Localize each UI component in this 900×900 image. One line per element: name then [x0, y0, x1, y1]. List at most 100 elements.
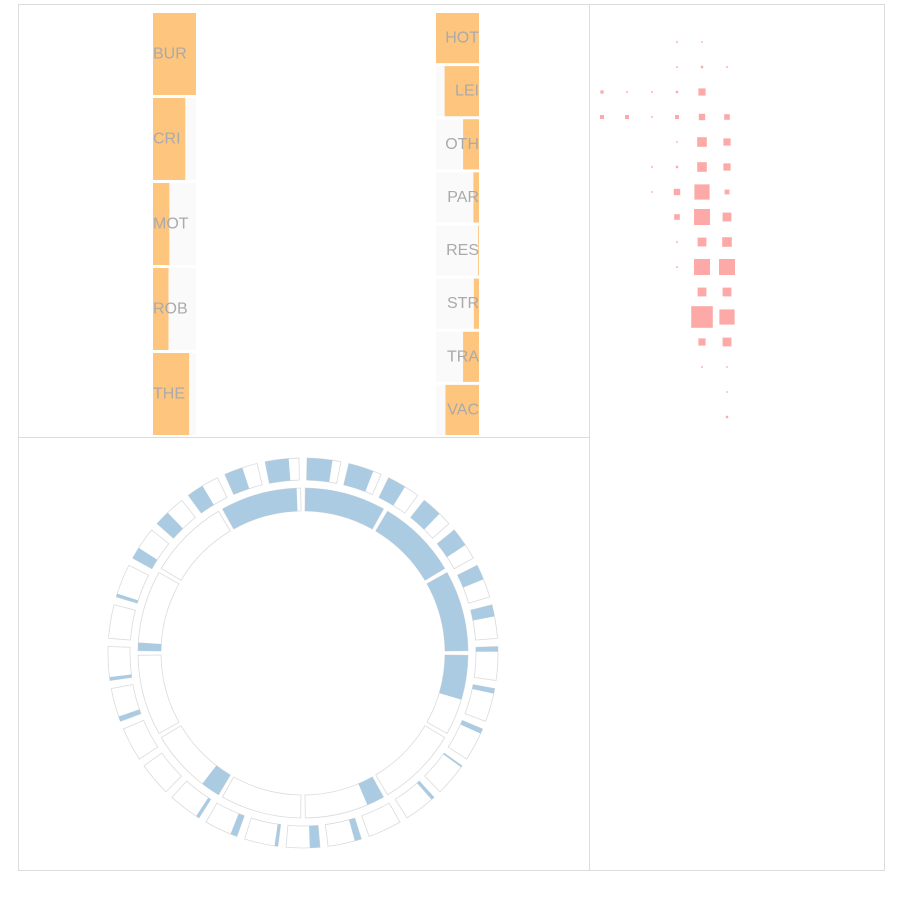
bar-oth	[463, 119, 479, 170]
ring-segment-outer	[118, 709, 141, 722]
bar-label: CRI	[153, 131, 181, 148]
bar-track	[436, 172, 479, 223]
bar-the	[153, 353, 190, 435]
heatmap-cell	[651, 191, 653, 193]
ring-segment-track	[221, 776, 302, 819]
ring-segment-track	[108, 604, 136, 641]
bar-label: BUR	[153, 46, 187, 63]
ring-segment-track	[143, 752, 182, 793]
ring-segment-track	[160, 510, 231, 581]
ring-segment-track	[473, 646, 499, 681]
heatmap-cell	[675, 90, 679, 94]
ring-segment-track	[375, 725, 446, 796]
ring-segment-inner	[222, 488, 298, 530]
bar-label: HOT	[445, 30, 479, 47]
ring-segment-inner	[375, 511, 445, 581]
ring-segment-outer	[157, 512, 183, 539]
ring-segment-outer	[188, 485, 214, 514]
heatmap-cell	[719, 259, 735, 275]
ring-segment-track	[115, 564, 150, 604]
heatmap-cell	[675, 165, 679, 169]
heatmap-cell	[722, 237, 732, 247]
heatmap-cell	[701, 41, 703, 43]
heatmap-cell	[694, 209, 710, 225]
ring-segment-outer	[348, 818, 362, 841]
ring-segment-outer	[470, 604, 495, 621]
bar-str	[473, 278, 479, 329]
ring-segment-inner	[426, 572, 468, 652]
ring-segment-outer	[457, 565, 484, 588]
radial-bar-chart-panel	[107, 457, 499, 849]
heatmap-cell	[673, 188, 681, 196]
ring-segment-outer	[410, 500, 440, 530]
heatmap-cell	[675, 115, 679, 119]
ring-segment-outer	[378, 477, 405, 506]
ring-segment-outer	[306, 458, 333, 482]
ring-segment-inner	[358, 776, 384, 805]
heatmap-cell	[698, 113, 706, 121]
ring-segment-outer	[475, 646, 498, 652]
ring-segment-outer	[417, 781, 435, 800]
bar-label: STR	[447, 295, 479, 312]
heatmap-cell	[697, 237, 707, 247]
ring-segment-outer	[460, 720, 483, 734]
ring-segment-track	[464, 684, 496, 722]
ring-segment-outer	[132, 547, 158, 569]
ring-segment-outer	[443, 753, 463, 768]
ring-segment-track	[244, 817, 282, 847]
bar-hot	[436, 13, 479, 64]
ring-segment-outer	[309, 825, 321, 848]
bar-label: VAC	[447, 401, 479, 418]
heatmap-cell	[626, 91, 628, 93]
heatmap-cell	[726, 66, 728, 68]
bar-label: THE	[153, 386, 185, 403]
bar-label: TRA	[447, 348, 479, 365]
ring-segment-outer	[343, 463, 374, 492]
bar-track	[436, 225, 479, 276]
heatmap-cell	[722, 212, 732, 222]
ring-segment-track	[424, 752, 463, 793]
bar-cri	[153, 98, 186, 180]
heatmap-cell	[697, 162, 707, 172]
heatmap-cell	[725, 415, 729, 419]
bar-rob	[153, 268, 169, 350]
heatmap-cell	[694, 259, 710, 275]
ring-segment-outer	[230, 813, 245, 837]
bar-vac	[445, 384, 479, 435]
bar-chart-panel: BUR CRI MOT ROB THE HOT LEI OTH PAR RES STR TRA VAC	[153, 13, 479, 435]
heatmap-cell	[625, 115, 629, 119]
heatmap-cell	[724, 189, 730, 195]
ring-segment-inner	[138, 642, 162, 652]
ring-segment-outer	[274, 824, 281, 847]
bar-label: LEI	[455, 83, 479, 100]
bar-track	[436, 278, 479, 329]
bar-label: PAR	[447, 189, 479, 206]
bar-label: MOT	[153, 216, 189, 233]
heatmap-cell	[676, 241, 678, 243]
ring-segment-outer	[265, 458, 291, 484]
heatmap-cell	[698, 338, 706, 346]
ring-segment-outer	[116, 593, 139, 604]
ring-segment-track	[171, 780, 212, 819]
heatmap-cell	[722, 337, 732, 347]
ring-segment-outer	[472, 684, 495, 694]
ring-segment-track	[107, 646, 133, 681]
heatmap-cell	[723, 163, 731, 171]
ring-segment-inner	[304, 488, 384, 530]
heatmap-cell	[676, 141, 678, 143]
ring-segment-inner	[202, 765, 231, 795]
heatmap-cell	[726, 366, 728, 368]
heatmap-cell	[600, 90, 604, 94]
ring-segment-track	[137, 571, 180, 652]
ring-segment-inner	[439, 654, 468, 700]
panel-border-bottom-left	[18, 437, 590, 871]
heatmap-cell	[722, 287, 732, 297]
panel-border-top-left	[18, 4, 590, 438]
ring-segment-outer	[437, 529, 466, 558]
heatmap-panel	[600, 41, 735, 419]
heatmap-cell	[676, 41, 678, 43]
heatmap-cell	[700, 65, 704, 69]
heatmap-cell	[676, 66, 678, 68]
bar-mot	[153, 183, 170, 265]
